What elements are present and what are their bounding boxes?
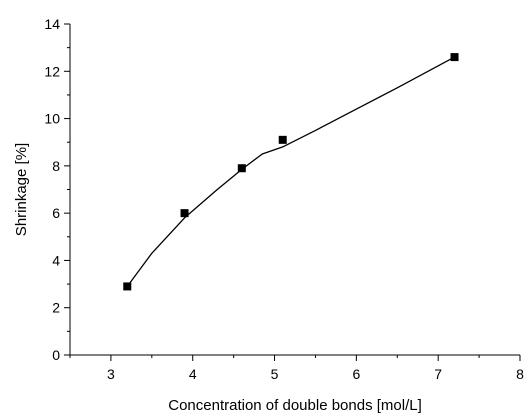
y-tick-label: 0 [52, 347, 60, 363]
y-tick-label: 6 [52, 205, 60, 221]
data-point [450, 53, 459, 62]
y-tick-label: 12 [44, 63, 60, 79]
x-tick-label: 5 [271, 366, 279, 382]
y-tick-label: 8 [52, 158, 60, 174]
data-point [123, 282, 132, 291]
y-tick-label: 14 [44, 16, 60, 32]
x-tick-label: 3 [107, 366, 115, 382]
x-axis-title: Concentration of double bonds [mol/L] [168, 397, 422, 414]
y-axis-title: Shrinkage [%] [13, 143, 30, 236]
plot-frame [69, 24, 520, 356]
x-axis: 3 4 5 6 7 8 [69, 355, 524, 382]
data-point [237, 164, 246, 173]
data-point [180, 209, 189, 218]
y-tick-label: 4 [52, 252, 60, 268]
data-points-layer [123, 53, 459, 291]
x-tick-label: 7 [434, 366, 442, 382]
x-tick-label: 8 [516, 366, 524, 382]
y-tick-label: 10 [44, 111, 60, 127]
data-point [278, 135, 287, 144]
fit-curve-layer [126, 56, 455, 287]
x-tick-label: 6 [352, 366, 360, 382]
x-tick-label: 4 [189, 366, 197, 382]
y-axis: 0 2 4 6 8 10 12 14 [44, 16, 70, 363]
fit-curve-line [126, 56, 455, 287]
y-tick-label: 2 [52, 300, 60, 316]
